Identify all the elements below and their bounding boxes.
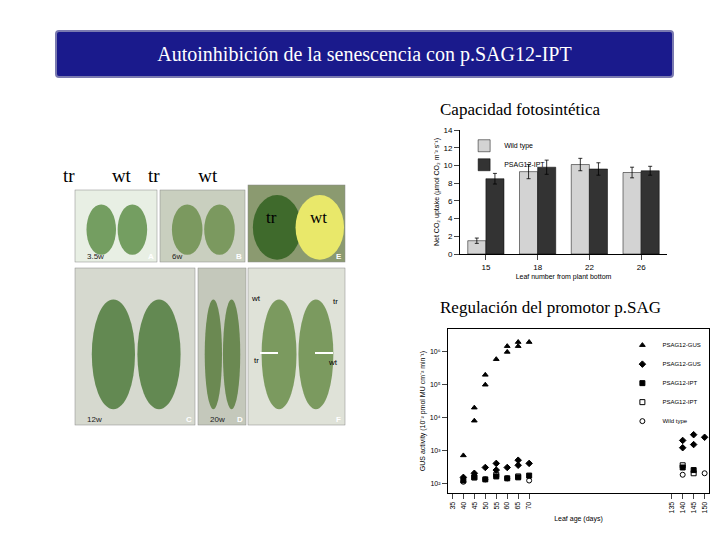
svg-text:10⁵: 10⁵ — [430, 381, 441, 388]
svg-text:14: 14 — [443, 126, 452, 135]
html-text:Regulación del promotor p.SAG: Regulación del promotor p.SAG — [440, 298, 661, 317]
svg-text:70: 70 — [525, 502, 532, 510]
svg-text:6: 6 — [448, 197, 453, 206]
svg-text:wt: wt — [328, 358, 338, 367]
svg-text:F: F — [336, 415, 341, 424]
svg-text:12w: 12w — [87, 415, 102, 424]
html-text:Capacidad fotosintética: Capacidad fotosintética — [440, 100, 600, 119]
svg-text:22: 22 — [585, 263, 594, 272]
svg-text:140: 140 — [679, 502, 686, 514]
svg-text:B: B — [236, 252, 242, 261]
svg-text:12: 12 — [443, 144, 452, 153]
svg-text:145: 145 — [690, 502, 697, 514]
svg-text:tr: tr — [148, 165, 160, 186]
svg-text:10⁶: 10⁶ — [430, 348, 441, 355]
svg-text:wt: wt — [112, 165, 132, 186]
svg-text:0: 0 — [448, 250, 453, 259]
svg-text:wt: wt — [198, 165, 218, 186]
svg-text:tr: tr — [254, 356, 259, 365]
svg-text:Wild type: Wild type — [662, 418, 687, 424]
svg-text:tr: tr — [63, 165, 75, 186]
svg-text:tr: tr — [333, 297, 338, 306]
svg-text:Leaf age (days): Leaf age (days) — [554, 515, 603, 523]
svg-text:PSAG12-IPT: PSAG12-IPT — [504, 161, 545, 168]
svg-text:26: 26 — [637, 263, 646, 272]
svg-text:45: 45 — [471, 502, 478, 510]
svg-text:PSAG12-GUS: PSAG12-GUS — [662, 342, 700, 348]
svg-text:3.5w: 3.5w — [87, 252, 104, 261]
svg-text:10⁴: 10⁴ — [430, 414, 441, 421]
svg-text:40: 40 — [460, 502, 467, 510]
svg-text:wt: wt — [251, 294, 261, 303]
svg-text:PSAG12-GUS: PSAG12-GUS — [662, 361, 700, 367]
svg-text:10³: 10³ — [430, 447, 441, 454]
svg-text:18: 18 — [533, 263, 542, 272]
svg-text:A: A — [148, 252, 154, 261]
svg-text:8: 8 — [448, 179, 453, 188]
svg-text:150: 150 — [701, 502, 708, 514]
svg-text:35: 35 — [449, 502, 456, 510]
svg-text:20w: 20w — [210, 415, 225, 424]
svg-text:Leaf number from plant bottom: Leaf number from plant bottom — [516, 273, 612, 281]
svg-text:PSAG12-IPT: PSAG12-IPT — [662, 399, 697, 405]
svg-text:15: 15 — [481, 263, 490, 272]
svg-text:E: E — [336, 252, 342, 261]
svg-text:4: 4 — [448, 214, 453, 223]
svg-text:60: 60 — [503, 502, 510, 510]
svg-text:GUS activity (10⁻² pmol MU cm⁻: GUS activity (10⁻² pmol MU cm⁻² min⁻¹) — [419, 351, 427, 471]
svg-text:2: 2 — [448, 232, 453, 241]
html-text:Autoinhibición de la senescenc: Autoinhibición de la senescencia con p.S… — [157, 43, 572, 65]
svg-text:10²: 10² — [430, 480, 441, 487]
svg-text:55: 55 — [493, 502, 500, 510]
svg-text:PSAG12-IPT: PSAG12-IPT — [662, 380, 697, 386]
svg-text:10: 10 — [443, 161, 452, 170]
svg-text:Wild type: Wild type — [504, 142, 533, 150]
svg-text:50: 50 — [482, 502, 489, 510]
svg-text:C: C — [186, 415, 192, 424]
svg-text:wt: wt — [310, 208, 327, 227]
svg-text:Net CO₂ uptake (µmol CO₂ m⁻² s: Net CO₂ uptake (µmol CO₂ m⁻² s⁻¹) — [433, 138, 441, 246]
svg-text:tr: tr — [266, 208, 277, 227]
svg-text:65: 65 — [514, 502, 521, 510]
svg-text:6w: 6w — [172, 252, 182, 261]
svg-text:135: 135 — [668, 502, 675, 514]
svg-text:D: D — [237, 415, 243, 424]
